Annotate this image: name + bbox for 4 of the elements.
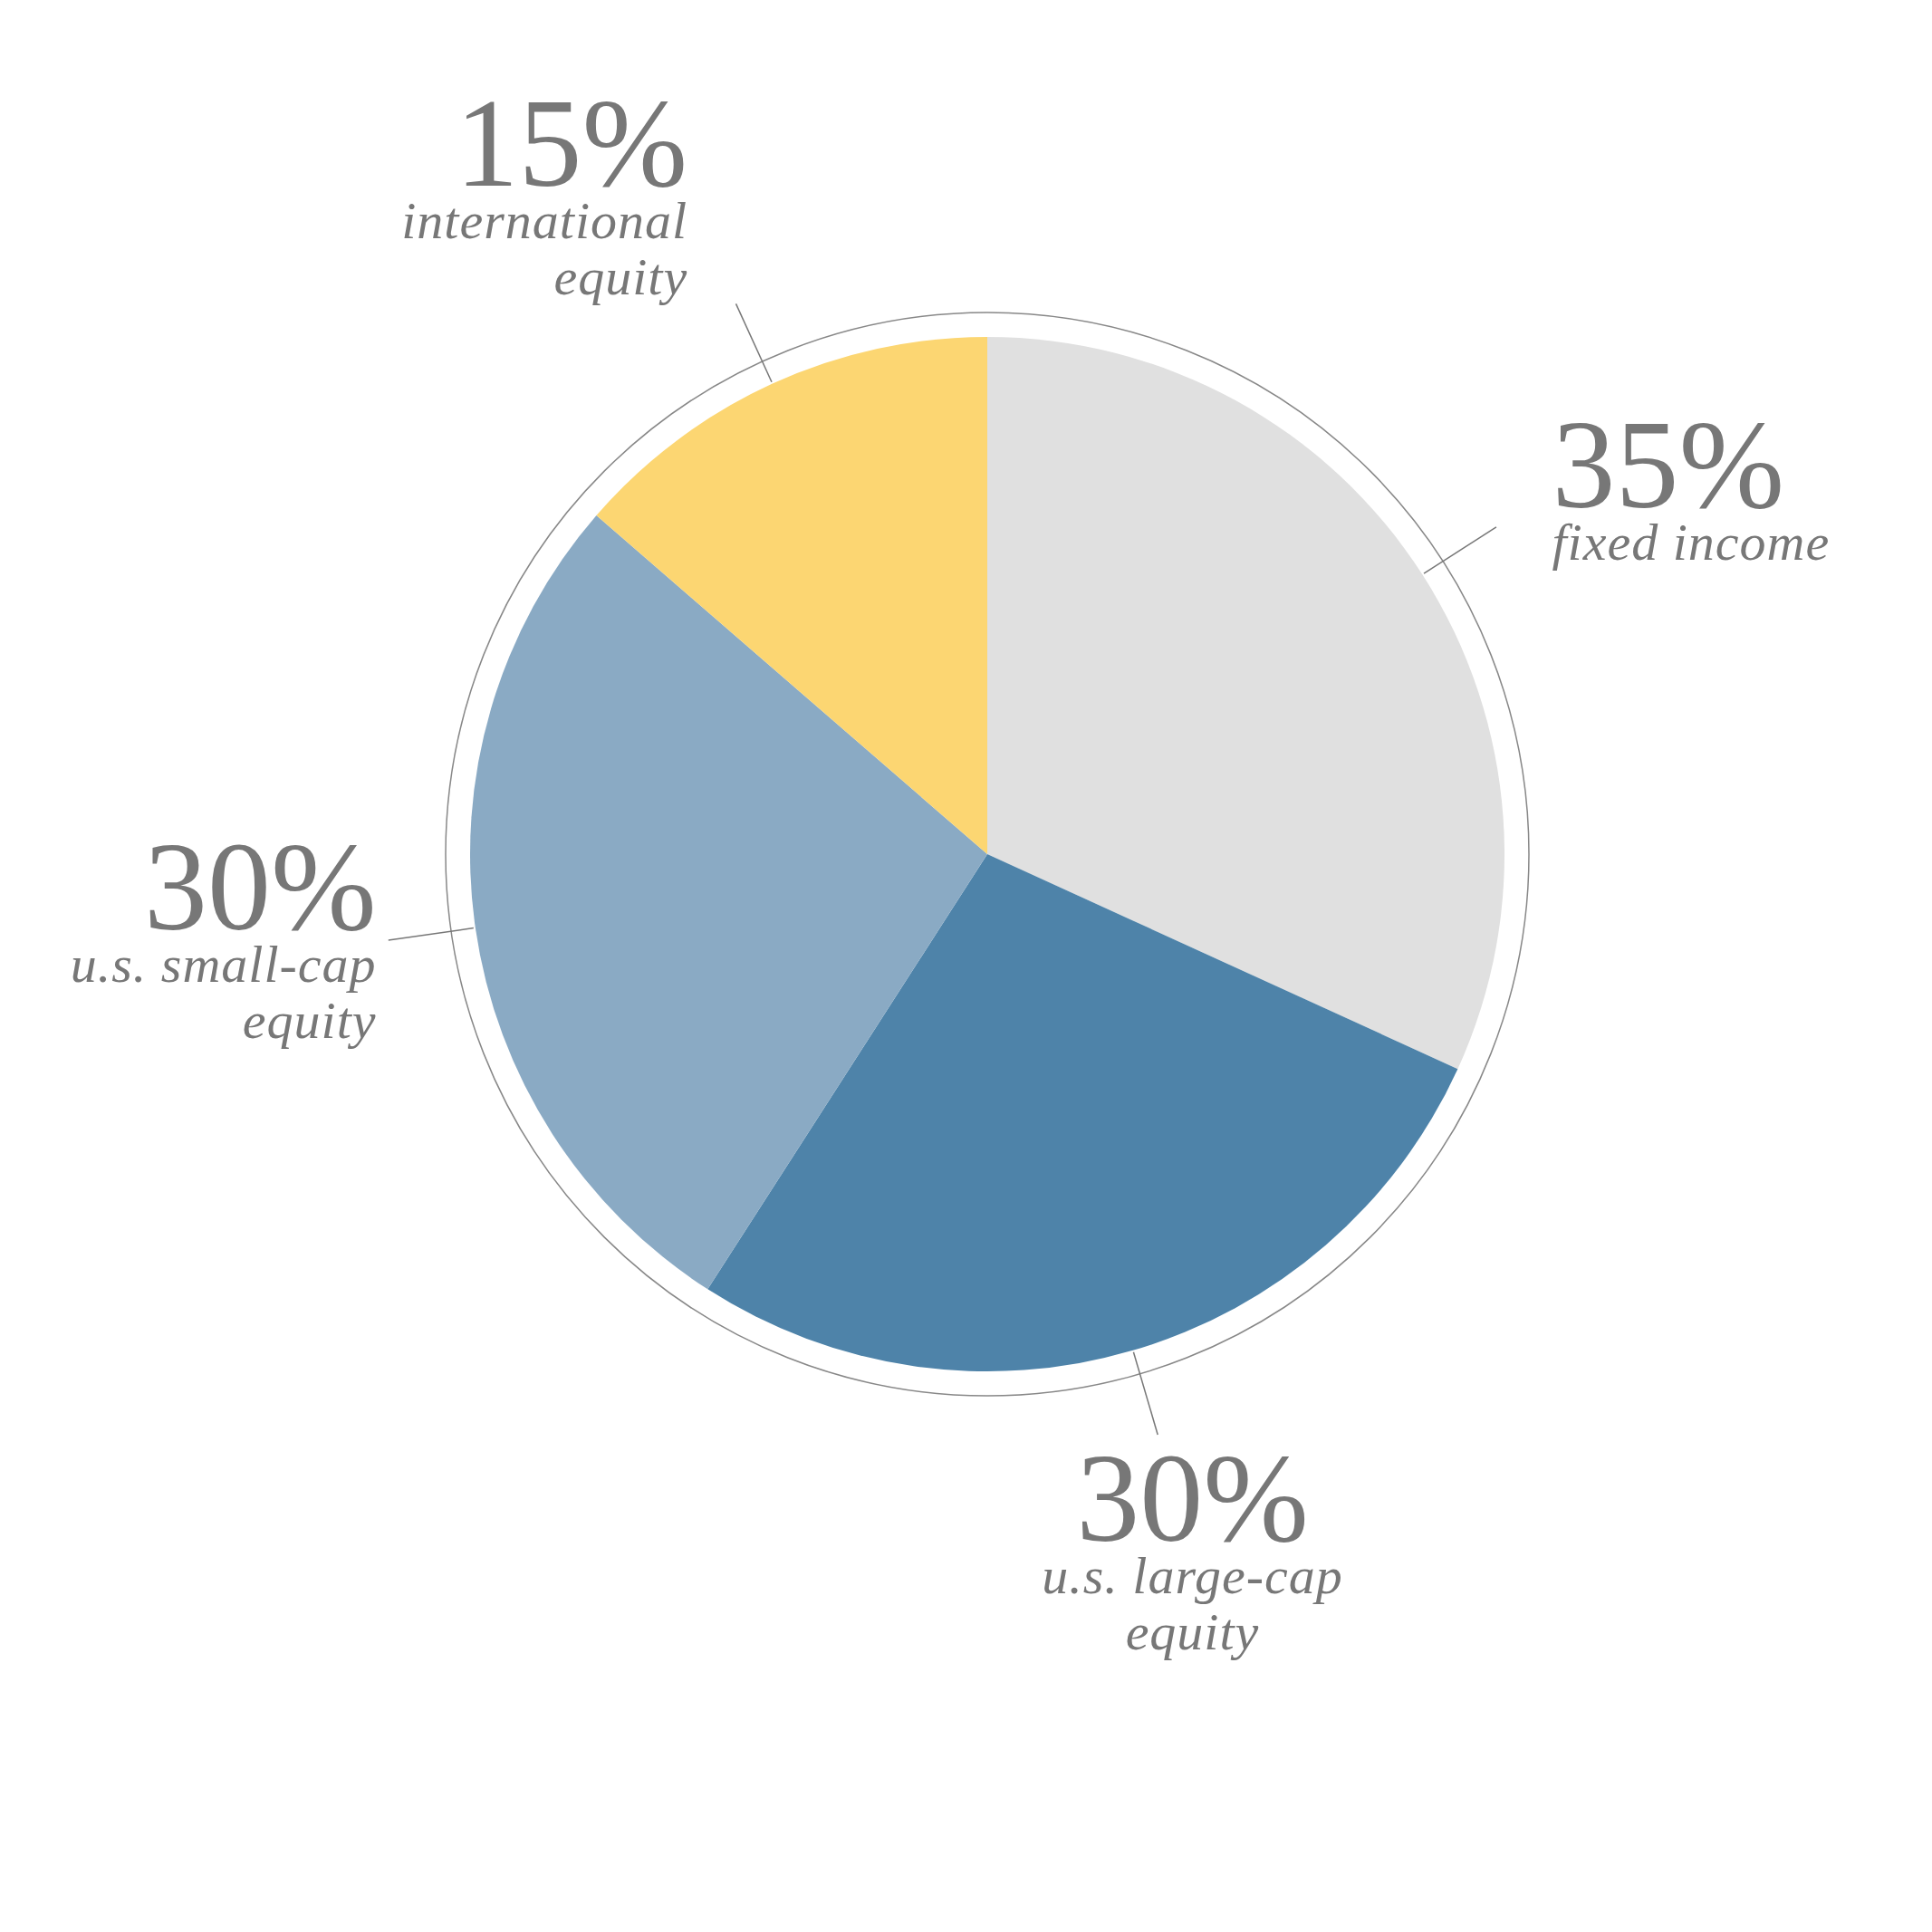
pie-slice (707, 854, 1458, 1371)
pie-slice (987, 337, 1504, 1070)
pie-slice (596, 337, 987, 854)
pie-slice (470, 515, 987, 1290)
